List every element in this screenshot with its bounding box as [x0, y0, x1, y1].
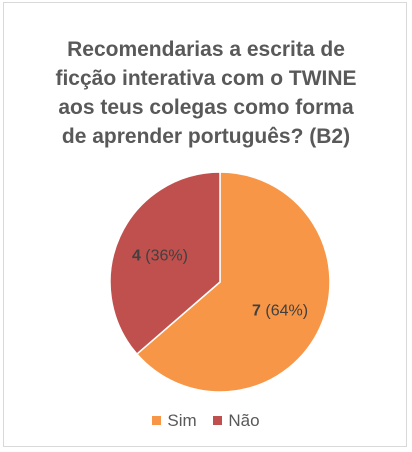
chart-title: Recomendarias a escrita de ficção intera…	[0, 35, 412, 151]
legend-item-sim: Sim	[152, 410, 197, 431]
chart-title-line: Recomendarias a escrita de	[67, 38, 345, 61]
data-label-nao: 4 (36%)	[132, 248, 188, 265]
legend-label-nao: Não	[228, 410, 260, 430]
pie-slice-nao	[109, 171, 221, 356]
chart-legend: Sim Não	[0, 410, 412, 431]
legend-swatch-sim	[152, 416, 162, 425]
chart-title-line: de aprender português? (B2)	[61, 125, 351, 148]
legend-label-sim: Sim	[167, 410, 197, 430]
chart-title-line: ficção interativa com o TWINE	[55, 67, 357, 90]
legend-swatch-nao	[213, 416, 223, 425]
legend-item-nao: Não	[213, 410, 260, 431]
data-label-sim: 7 (64%)	[252, 302, 308, 319]
pie-slice-sim	[135, 171, 331, 393]
chart-title-line: aos teus colegas como forma	[58, 96, 354, 119]
